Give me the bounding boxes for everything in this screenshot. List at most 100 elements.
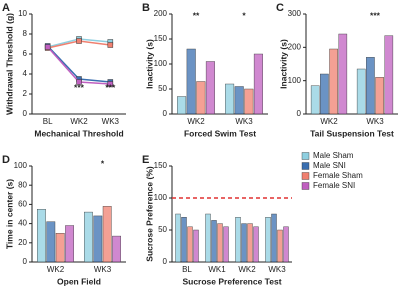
bar xyxy=(93,215,103,263)
y-tick-label: 0 xyxy=(163,109,168,118)
y-tick-label: 100 xyxy=(154,193,168,202)
bar xyxy=(235,216,241,263)
bar xyxy=(310,85,320,115)
y-tick-label: 50 xyxy=(158,84,167,93)
bar xyxy=(384,35,394,115)
point xyxy=(107,42,114,48)
y-tick-label: 300 xyxy=(288,9,302,18)
bar xyxy=(55,232,65,263)
bar xyxy=(211,220,217,263)
y-axis-label: Inactivity (s) xyxy=(278,39,288,89)
x-tick-label: WK3 xyxy=(268,265,286,274)
y-tick-label: 10 xyxy=(18,9,27,18)
bar xyxy=(37,208,46,263)
y-tick-label: 100 xyxy=(288,76,302,85)
point xyxy=(44,44,51,50)
legend-label: Male SNI xyxy=(313,161,346,170)
y-tick-label: 150 xyxy=(154,34,168,43)
bar xyxy=(283,226,289,263)
legend-swatch xyxy=(301,172,310,180)
y-tick-label: 200 xyxy=(288,42,302,51)
panel-letter: B xyxy=(142,2,150,14)
bar xyxy=(253,53,263,115)
y-tick-label: 50 xyxy=(158,225,167,234)
panel-letter: C xyxy=(276,2,284,14)
y-tick-label: 150 xyxy=(154,161,168,170)
significance: ** xyxy=(193,10,200,20)
point xyxy=(76,79,82,85)
bar xyxy=(193,229,199,263)
bar xyxy=(177,96,187,115)
bar xyxy=(217,223,223,263)
y-tick-label: 8 xyxy=(23,29,28,38)
x-axis-label: Mechanical Threshold xyxy=(34,128,123,138)
y-tick-label: 2 xyxy=(23,89,28,98)
bar xyxy=(46,221,56,263)
legend-swatch xyxy=(301,152,310,160)
bar xyxy=(241,223,247,263)
bar xyxy=(338,33,348,115)
bar xyxy=(329,48,338,115)
x-tick-label: WK2 xyxy=(238,265,256,274)
significance: *** xyxy=(370,10,381,20)
x-tick-label: WK3 xyxy=(235,117,253,126)
bar xyxy=(234,86,244,115)
x-tick-label: WK3 xyxy=(102,117,120,126)
x-axis-label: Tail Suspension Test xyxy=(310,128,394,138)
y-tick-label: 80 xyxy=(18,180,27,189)
x-tick-label: BL xyxy=(43,117,53,126)
y-tick-label: 6 xyxy=(23,49,28,58)
point xyxy=(76,38,82,44)
bar xyxy=(102,206,112,263)
y-tick-label: 100 xyxy=(14,161,28,170)
bar xyxy=(320,73,329,115)
bar xyxy=(375,77,384,115)
y-axis-label: Time in center (s) xyxy=(4,179,14,249)
bar xyxy=(253,226,259,263)
y-tick-label: 60 xyxy=(18,200,27,209)
bar xyxy=(205,213,211,263)
bar xyxy=(356,68,366,115)
panel-letter: A xyxy=(2,2,10,14)
y-tick-label: 100 xyxy=(154,59,168,68)
y-tick-label: 40 xyxy=(18,219,27,228)
panel-letter: D xyxy=(2,154,10,166)
y-tick-label: 0 xyxy=(163,257,168,266)
bar xyxy=(271,213,277,263)
y-tick-label: 0 xyxy=(23,257,28,266)
bar xyxy=(225,83,235,115)
legend-label: Female Sham xyxy=(313,171,363,180)
x-tick-label: BL xyxy=(182,265,192,274)
bar xyxy=(186,48,196,115)
legend-label: Male Sham xyxy=(313,151,354,160)
x-tick-label: WK2 xyxy=(320,117,338,126)
bar xyxy=(366,57,375,115)
point xyxy=(107,81,114,87)
y-tick-label: 0 xyxy=(23,109,28,118)
bar xyxy=(187,226,193,263)
bar xyxy=(247,223,253,263)
bar xyxy=(196,81,206,115)
y-axis-label: Sucrose Preference (%) xyxy=(144,166,154,262)
significance: *** xyxy=(105,82,116,92)
significance: * xyxy=(242,10,246,20)
y-axis-label: Inactivity (s) xyxy=(144,39,154,89)
bar xyxy=(83,211,93,263)
bar xyxy=(175,213,181,263)
y-tick-label: 20 xyxy=(18,238,27,247)
bar xyxy=(112,235,122,263)
legend-swatch xyxy=(301,162,310,170)
legend-label: Female SNI xyxy=(313,181,355,190)
bar xyxy=(265,216,271,263)
x-axis-label: Open Field xyxy=(57,276,101,286)
x-tick-label: WK3 xyxy=(94,265,112,274)
significance: *** xyxy=(74,82,85,92)
x-tick-label: WK2 xyxy=(70,117,88,126)
y-tick-label: 200 xyxy=(154,9,168,18)
bar xyxy=(205,61,215,115)
legend-swatch xyxy=(301,182,310,190)
bar xyxy=(244,88,254,115)
x-tick-label: WK1 xyxy=(208,265,226,274)
x-tick-label: WK2 xyxy=(187,117,205,126)
